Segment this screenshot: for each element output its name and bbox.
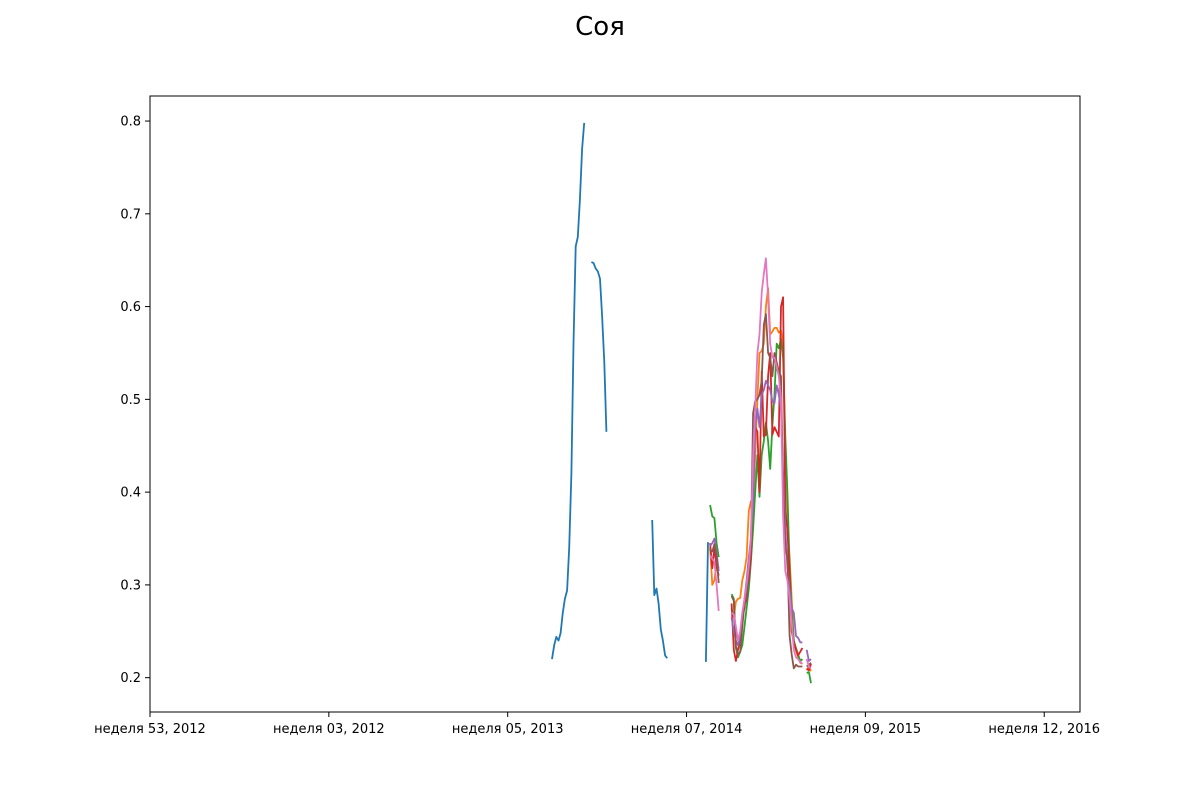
series-1-line-segment-2 — [591, 261, 608, 432]
series-1-line-segment-3 — [651, 519, 668, 659]
x-tick-label: неделя 07, 2014 — [631, 722, 743, 737]
chart-title: Соя — [575, 12, 625, 42]
x-tick-label: неделя 05, 2013 — [452, 722, 564, 737]
y-tick-label: 0.8 — [120, 115, 141, 130]
axis-layer: 0.2 0.3 0.4 0.5 0.6 0.7 0.8 неделя 53, 2012 неде… — [94, 115, 1100, 737]
series-5-line-segment-3 — [805, 649, 812, 662]
y-tick-label: 0.4 — [120, 486, 141, 501]
y-tick-label: 0.5 — [120, 393, 141, 408]
series-7-line-segment-1 — [709, 554, 720, 611]
series-7-line-segment-2 — [731, 257, 804, 665]
series-3-line-segment-1 — [709, 504, 720, 558]
x-tick-label: неделя 53, 2012 — [94, 722, 206, 737]
series-3-line-segment-3 — [806, 671, 812, 684]
series-4-line-segment-3 — [806, 663, 812, 672]
series-6-line-segment-2 — [730, 313, 803, 670]
x-tick-label: неделя 12, 2016 — [988, 722, 1100, 737]
y-tick-label: 0.7 — [120, 207, 141, 222]
plot-frame — [149, 95, 1081, 713]
x-tick-label: неделя 09, 2015 — [810, 722, 922, 737]
y-tick-label: 0.3 — [120, 578, 141, 593]
series-1-line-segment-1 — [551, 122, 586, 660]
y-tick-label: 0.6 — [120, 300, 141, 315]
y-tick-label: 0.2 — [120, 671, 141, 686]
x-tick-label: неделя 03, 2012 — [273, 722, 385, 737]
series-1-line-segment-4 — [705, 542, 709, 662]
series-6-line-segment-1 — [709, 543, 720, 584]
series-7-line-segment-3 — [805, 658, 812, 670]
series-layer — [551, 122, 812, 684]
